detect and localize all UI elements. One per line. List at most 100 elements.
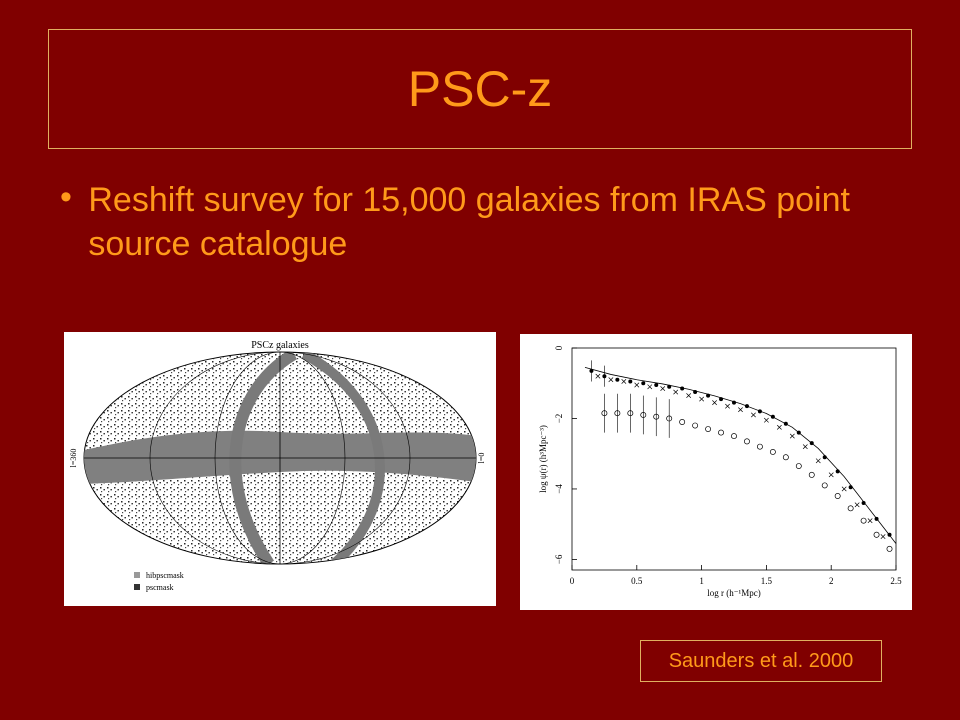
open-circle-point: [666, 415, 673, 422]
bullet-list: • Reshift survey for 15,000 galaxies fro…: [60, 178, 900, 266]
filled-point: [654, 383, 659, 387]
y-axis-label: log ψ(r) (h³Mpc⁻³): [538, 425, 548, 493]
cross-point: [776, 424, 782, 430]
cross-point: [699, 396, 705, 402]
filled-point: [706, 393, 711, 398]
filled-point: [628, 379, 633, 384]
y-tick-label: −6: [554, 554, 564, 564]
cross-point: [841, 486, 847, 492]
y-tick-label: −4: [554, 484, 564, 494]
x-tick-label: 1.5: [761, 576, 773, 586]
open-circle-point: [860, 517, 867, 524]
filled-point: [693, 390, 698, 395]
x-tick-label: 2.5: [890, 576, 902, 586]
sky-label-left: l=360: [69, 449, 78, 468]
cross-point: [750, 412, 756, 418]
filled-point: [796, 430, 801, 435]
legend-label-1: hibpscmask: [146, 571, 184, 580]
filled-point: [732, 400, 736, 405]
filled-point: [809, 441, 814, 446]
x-tick-label: 0: [570, 576, 575, 586]
bullet-icon: •: [60, 178, 72, 216]
sky-map-figure: PSCz galaxies l=360 l=0 hibpscmask pscma…: [64, 332, 496, 606]
filled-point: [680, 386, 685, 391]
open-circle-point: [744, 438, 750, 445]
cross-point: [854, 502, 860, 508]
open-circle-point: [834, 493, 841, 499]
open-circle-point: [795, 463, 802, 469]
filled-point: [770, 414, 775, 419]
sky-map-svg: PSCz galaxies l=360 l=0 hibpscmask pscma…: [69, 340, 486, 592]
sky-label-right: l=0: [477, 453, 486, 464]
filled-point: [719, 397, 724, 402]
open-circle-point: [756, 443, 763, 450]
title-box: PSC-z: [48, 29, 912, 149]
cross-point: [789, 433, 795, 439]
open-circle-point: [731, 433, 737, 440]
mask-arc-right: [301, 352, 385, 564]
cross-point: [608, 377, 614, 383]
open-circle-point: [873, 531, 880, 538]
filled-point: [874, 516, 879, 521]
y-tick-label: 0: [554, 345, 564, 350]
cross-point: [880, 534, 886, 539]
filled-point: [641, 381, 646, 386]
cross-point: [802, 444, 808, 450]
cross-point: [867, 518, 873, 524]
citation-box: Saunders et al. 2000: [640, 640, 882, 682]
open-circle-point: [705, 426, 712, 432]
filled-point: [744, 404, 749, 409]
citation-text: Saunders et al. 2000: [668, 649, 854, 672]
x-tick-label: 1: [699, 576, 704, 586]
filled-point: [822, 455, 827, 460]
plot-frame: [571, 347, 897, 571]
filled-point: [835, 469, 840, 474]
legend-label-2: pscmask: [146, 583, 174, 592]
bullet-item: • Reshift survey for 15,000 galaxies fro…: [60, 178, 900, 266]
filled-point: [589, 368, 594, 373]
filled-point: [861, 501, 866, 506]
correlation-plot-figure: log ψ(r) (h³Mpc⁻³) log r (h⁻¹Mpc) 0 0.5 1 1…: [520, 334, 912, 610]
open-circle-point: [601, 410, 608, 417]
cross-point: [660, 386, 666, 391]
open-circle-point: [679, 419, 686, 425]
y-tick-label: −2: [554, 414, 564, 424]
open-circle-point: [718, 429, 724, 436]
cross-point: [763, 417, 769, 423]
open-circle-point: [886, 545, 893, 552]
filled-point: [848, 485, 853, 490]
open-circle-point: [821, 482, 828, 489]
filled-point: [783, 421, 788, 426]
cross-point: [712, 400, 718, 406]
cross-point: [634, 382, 640, 388]
cross-point: [738, 407, 743, 413]
fit-curve: [584, 366, 897, 544]
cross-point: [673, 389, 679, 395]
legend-swatch-dark: [134, 584, 140, 590]
x-tick-label: 0.5: [631, 576, 643, 586]
open-circle-point: [614, 410, 621, 417]
open-circle-point: [808, 471, 815, 478]
cross-point: [621, 379, 627, 384]
cross-point: [815, 458, 821, 464]
sky-map-title: PSCz galaxies: [251, 340, 309, 351]
filled-point: [615, 377, 620, 382]
open-circle-point: [640, 412, 647, 418]
cross-point: [686, 393, 692, 399]
cross-point: [725, 403, 730, 409]
filled-point: [667, 384, 672, 389]
open-circle-point: [653, 413, 660, 420]
bullet-text: Reshift survey for 15,000 galaxies from …: [88, 181, 850, 263]
x-axis-label: log r (h⁻¹Mpc): [707, 588, 760, 598]
x-tick-label: 2: [829, 576, 834, 586]
filled-point: [887, 532, 892, 537]
cross-point: [595, 373, 601, 379]
open-circle-point: [769, 449, 776, 455]
open-circle-point: [782, 454, 789, 461]
cross-point: [647, 384, 653, 390]
mask-arc-left: [229, 352, 298, 564]
open-circle-point: [692, 422, 699, 429]
slide-title: PSC-z: [407, 61, 553, 117]
correlation-plot-svg: log ψ(r) (h³Mpc⁻³) log r (h⁻¹Mpc) 0 0.5 1 1…: [538, 345, 902, 598]
cross-point: [828, 472, 834, 478]
